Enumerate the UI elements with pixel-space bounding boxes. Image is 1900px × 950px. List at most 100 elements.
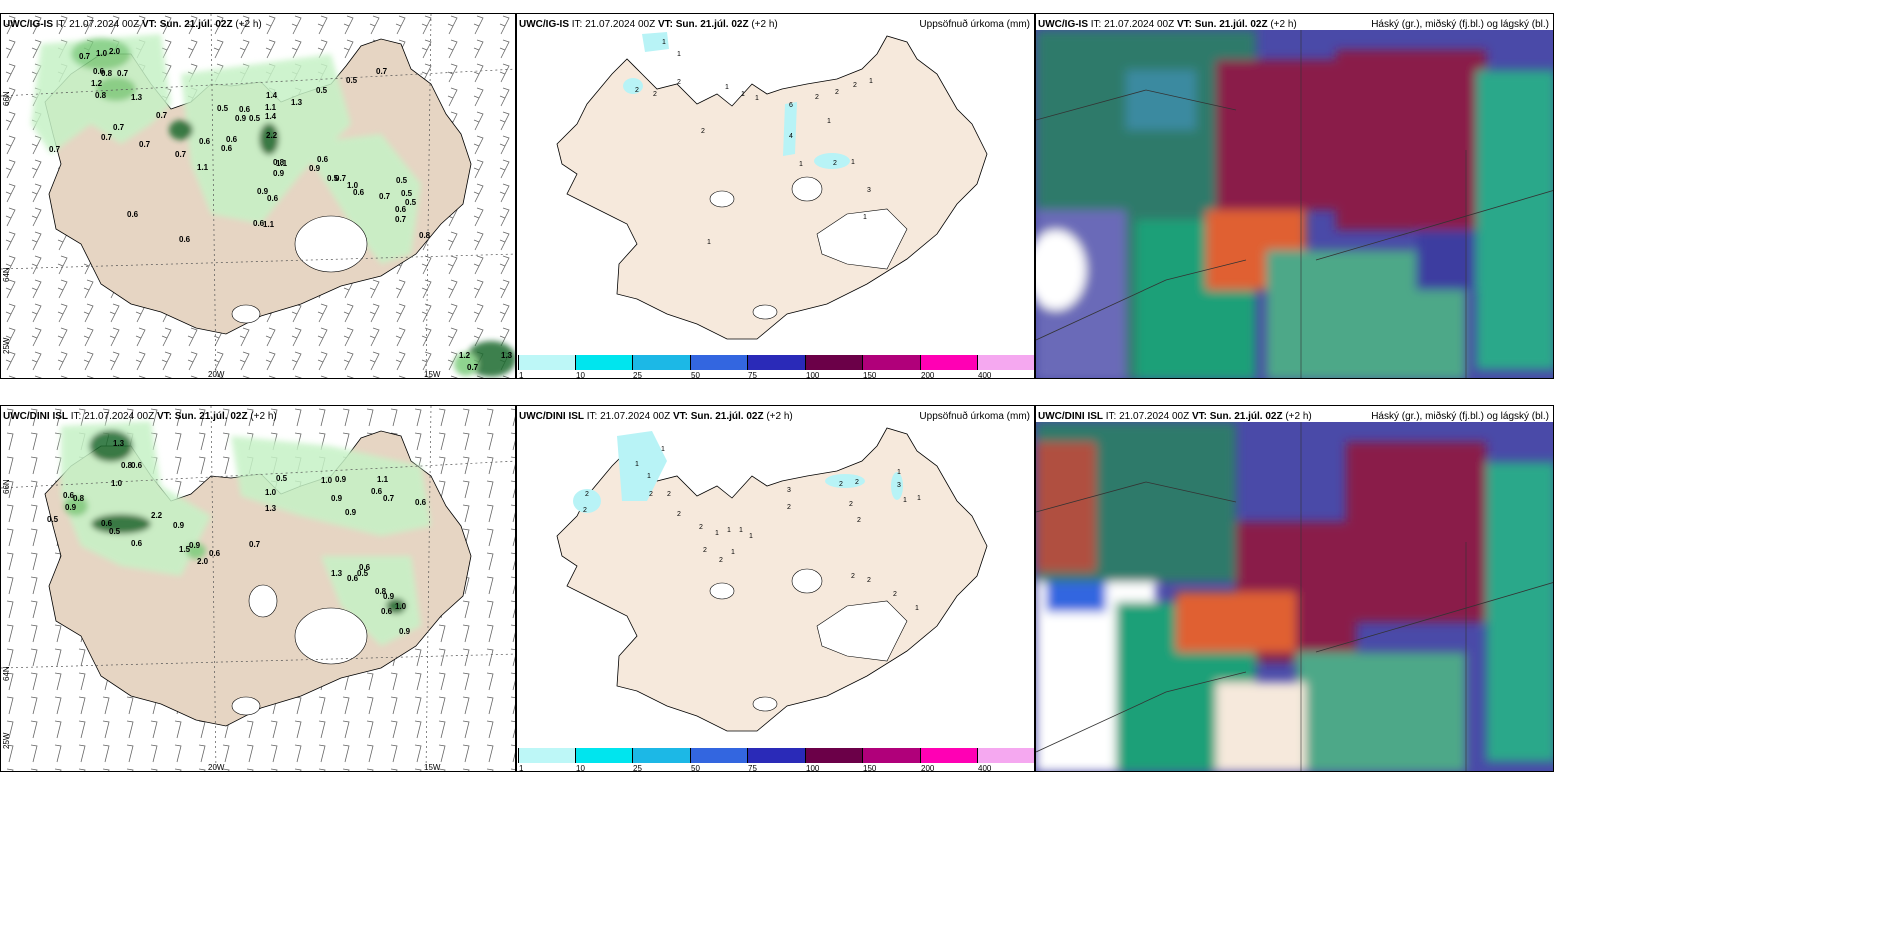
svg-text:0.6: 0.6 bbox=[226, 135, 238, 144]
svg-text:0.9: 0.9 bbox=[335, 475, 347, 484]
colorbar-swatch bbox=[806, 355, 863, 370]
svg-text:2.2: 2.2 bbox=[151, 511, 163, 520]
svg-text:0.9: 0.9 bbox=[331, 494, 343, 503]
svg-text:0.6: 0.6 bbox=[253, 219, 265, 228]
svg-text:0.7: 0.7 bbox=[383, 494, 395, 503]
svg-text:0.6: 0.6 bbox=[347, 574, 359, 583]
svg-text:1.1: 1.1 bbox=[265, 103, 277, 112]
colorbar-swatch bbox=[633, 355, 691, 370]
lat-label-25w: 25W bbox=[2, 337, 11, 354]
svg-text:1.0: 1.0 bbox=[265, 488, 277, 497]
colorbar-tick: 1 bbox=[519, 371, 524, 379]
svg-text:1.0: 1.0 bbox=[111, 479, 123, 488]
svg-text:0.8: 0.8 bbox=[375, 587, 387, 596]
svg-text:1.3: 1.3 bbox=[113, 439, 125, 448]
svg-text:0.8: 0.8 bbox=[273, 158, 285, 167]
svg-text:1: 1 bbox=[707, 239, 711, 246]
colorbar-swatch bbox=[518, 355, 576, 370]
svg-text:1: 1 bbox=[917, 495, 921, 502]
panel-subtitle: Háský (gr.), miðský (fj.bl.) og lágský (… bbox=[1371, 19, 1549, 30]
accum-precip-map: 1 2 2 2 1 1 1 6 4 2 2 2 1 1 1 2 1 3 1 2 1 1 bbox=[556, 32, 988, 340]
svg-text:0.9: 0.9 bbox=[173, 521, 185, 530]
colorbar-tick: 1 bbox=[519, 764, 524, 772]
svg-text:0.7: 0.7 bbox=[175, 150, 187, 159]
svg-text:2: 2 bbox=[853, 82, 857, 89]
svg-text:2: 2 bbox=[677, 79, 681, 86]
colorbar-tick: 400 bbox=[978, 764, 992, 772]
svg-text:0.5: 0.5 bbox=[217, 104, 229, 113]
svg-text:0.6: 0.6 bbox=[381, 607, 393, 616]
panel-igis-precip-wind: UWC/IG-IS IT: 21.07.2024 00Z VT: Sun. 21… bbox=[0, 13, 516, 379]
colorbar-swatch bbox=[978, 748, 1034, 763]
svg-text:1.0: 1.0 bbox=[395, 602, 407, 611]
colorbar-tick: 50 bbox=[691, 371, 700, 379]
colorbar-swatch bbox=[748, 748, 806, 763]
svg-text:1: 1 bbox=[897, 469, 901, 476]
svg-text:1: 1 bbox=[739, 527, 743, 534]
colorbar-tick: 10 bbox=[576, 371, 585, 379]
svg-text:1: 1 bbox=[827, 118, 831, 125]
panel-igis-clouds: UWC/IG-IS IT: 21.07.2024 00Z VT: Sun. 21… bbox=[1035, 13, 1554, 379]
svg-text:1: 1 bbox=[725, 84, 729, 91]
svg-text:0.7: 0.7 bbox=[156, 111, 168, 120]
svg-text:0.6: 0.6 bbox=[415, 498, 427, 507]
svg-text:2: 2 bbox=[583, 507, 587, 514]
svg-text:1.1: 1.1 bbox=[263, 220, 275, 229]
svg-text:1: 1 bbox=[741, 91, 745, 98]
svg-text:1.0: 1.0 bbox=[321, 476, 333, 485]
svg-text:1.3: 1.3 bbox=[331, 569, 343, 578]
lat-label-66n: 66N bbox=[2, 479, 11, 494]
panel-subtitle: Uppsöfnuð úrkoma (mm) bbox=[919, 19, 1030, 30]
svg-text:1: 1 bbox=[715, 530, 719, 537]
svg-text:0.8: 0.8 bbox=[121, 461, 133, 470]
colorbar-swatch bbox=[518, 748, 576, 763]
lat-label-64n: 64N bbox=[2, 267, 11, 282]
panel-title: UWC/DINI ISL IT: 21.07.2024 00Z VT: Sun.… bbox=[3, 411, 277, 422]
panel-subtitle: Uppsöfnuð úrkoma (mm) bbox=[919, 411, 1030, 422]
svg-text:1: 1 bbox=[635, 461, 639, 468]
panel-dini-precip-wind: UWC/DINI ISL IT: 21.07.2024 00Z VT: Sun.… bbox=[0, 405, 516, 772]
svg-text:0.5: 0.5 bbox=[47, 515, 59, 524]
svg-text:0.7: 0.7 bbox=[249, 540, 261, 549]
lat-label-66n: 66N bbox=[2, 91, 11, 106]
svg-text:0.7: 0.7 bbox=[49, 145, 61, 154]
svg-text:0.9: 0.9 bbox=[235, 114, 247, 123]
svg-text:1.3: 1.3 bbox=[131, 93, 143, 102]
svg-text:2: 2 bbox=[787, 504, 791, 511]
svg-text:0.9: 0.9 bbox=[273, 169, 285, 178]
svg-text:1.0: 1.0 bbox=[96, 49, 108, 58]
svg-text:4: 4 bbox=[789, 133, 793, 140]
svg-text:1: 1 bbox=[661, 446, 665, 453]
svg-text:0.7: 0.7 bbox=[139, 140, 151, 149]
svg-text:0.9: 0.9 bbox=[309, 164, 321, 173]
svg-text:1: 1 bbox=[731, 549, 735, 556]
svg-text:1.2: 1.2 bbox=[459, 351, 471, 360]
svg-text:0.8: 0.8 bbox=[73, 494, 85, 503]
svg-text:1: 1 bbox=[851, 159, 855, 166]
svg-text:1: 1 bbox=[799, 161, 803, 168]
panel-subtitle: Háský (gr.), miðský (fj.bl.) og lágský (… bbox=[1371, 411, 1549, 422]
svg-text:0.6: 0.6 bbox=[371, 487, 383, 496]
colorbar-swatch bbox=[978, 355, 1034, 370]
svg-text:1: 1 bbox=[647, 473, 651, 480]
colorbar-swatch bbox=[633, 748, 691, 763]
svg-text:1.4: 1.4 bbox=[265, 112, 277, 121]
panel-title: UWC/IG-IS IT: 21.07.2024 00Z VT: Sun. 21… bbox=[1038, 19, 1297, 30]
svg-text:0.9: 0.9 bbox=[399, 627, 411, 636]
svg-text:2: 2 bbox=[585, 491, 589, 498]
svg-text:0.5: 0.5 bbox=[346, 76, 358, 85]
svg-text:0.6: 0.6 bbox=[353, 188, 365, 197]
svg-text:0.5: 0.5 bbox=[396, 176, 408, 185]
svg-text:0.9: 0.9 bbox=[189, 541, 201, 550]
svg-text:0.6: 0.6 bbox=[93, 67, 105, 76]
svg-text:1: 1 bbox=[677, 51, 681, 58]
colorbar-tick: 150 bbox=[863, 371, 877, 379]
svg-text:2.0: 2.0 bbox=[109, 47, 121, 56]
cloud-cover-map bbox=[1036, 30, 1553, 378]
svg-text:0.5: 0.5 bbox=[276, 474, 288, 483]
lon-label-15w: 15W bbox=[424, 763, 441, 772]
panel-title: UWC/IG-IS IT: 21.07.2024 00Z VT: Sun. 21… bbox=[3, 19, 262, 30]
colorbar-tick: 100 bbox=[806, 371, 820, 379]
svg-text:2: 2 bbox=[857, 517, 861, 524]
svg-text:3: 3 bbox=[897, 482, 901, 489]
